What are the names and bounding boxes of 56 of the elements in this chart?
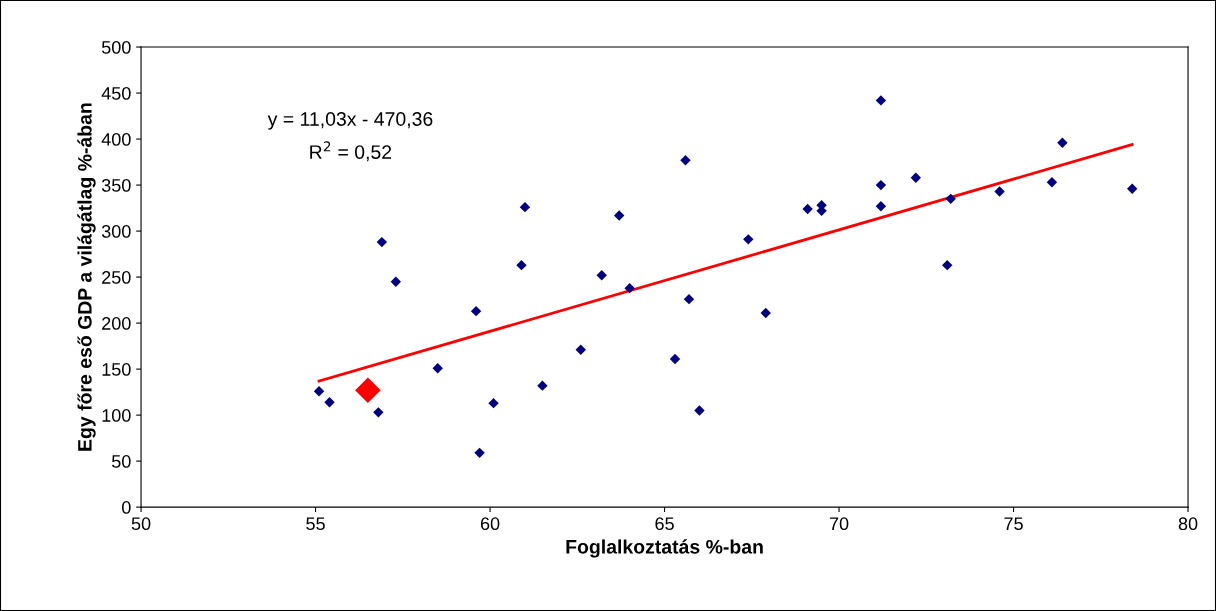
x-tick-label: 55 [306,517,325,531]
x-tick-label: 50 [131,517,151,531]
y-tick-label: 500 [101,40,131,54]
point [324,397,335,408]
x-tick-label: 75 [1004,517,1023,531]
x-tick-label: 80 [1178,517,1198,531]
point [313,385,325,397]
point [875,201,887,212]
point [537,380,548,391]
point [470,305,482,317]
y-tick-label: 100 [102,409,131,422]
point [669,353,681,365]
point [624,282,635,294]
x-tick-label: 70 [829,517,849,531]
point [694,405,705,416]
point [373,407,384,418]
y-axis-title: Egy főre eső GDP a világátlag %-ában [77,103,96,451]
point [355,377,381,404]
point [680,155,691,166]
x-tick-label: 65 [655,517,674,531]
point [942,259,953,271]
point [945,193,956,205]
y-tick-label: 350 [101,179,131,192]
point [432,362,443,374]
point [596,270,607,281]
point [474,447,485,459]
point [802,203,813,215]
y-tick-label: 200 [102,317,131,330]
point [376,236,388,248]
annotation: R$^{2}$ = 0,52 [310,141,392,162]
point [390,276,402,287]
point [910,172,922,183]
point [1046,177,1058,188]
point [743,234,754,245]
y-tick-label: 150 [102,363,131,376]
y-tick-label: 250 [102,271,131,284]
x-axis-title: Foglalkoztatás %-ban [566,539,763,558]
point [875,179,887,191]
point [613,210,625,221]
x-tick-label: 60 [480,517,500,531]
annotation: y = 11,03x - 470,36 [267,112,433,130]
point [488,397,499,409]
y-tick-label: 300 [101,225,131,238]
y-tick-label: 0 [122,501,131,514]
point [760,307,771,319]
y-tick-label: 450 [101,86,131,100]
y-tick-label: 400 [101,133,131,146]
point [575,344,586,355]
point [519,201,531,213]
point [875,95,887,106]
point [1127,183,1138,194]
point [994,186,1005,197]
point [683,293,695,305]
y-tick-label: 50 [111,455,131,468]
point [516,259,527,271]
point [1057,137,1068,148]
